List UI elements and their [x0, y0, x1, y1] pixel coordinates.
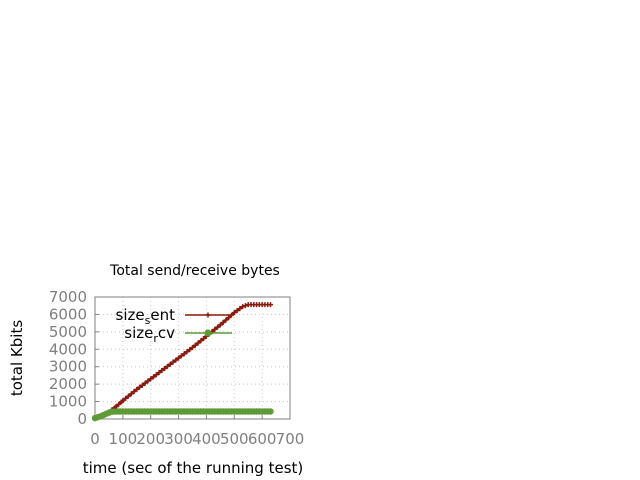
x-tick-label: 600	[248, 430, 277, 448]
data-point	[242, 303, 248, 309]
legend-label: sizesent	[116, 306, 176, 327]
x-tick-label: 300	[164, 430, 193, 448]
y-tick-label: 7000	[49, 288, 87, 306]
y-tick-label: 3000	[49, 358, 87, 376]
data-point	[173, 357, 179, 363]
data-point	[176, 355, 182, 361]
plot-frame	[94, 296, 291, 420]
data-point	[181, 351, 187, 357]
legend-item-size_rcv: sizercv	[124, 324, 232, 345]
data-point	[123, 395, 129, 401]
data-point	[139, 382, 145, 388]
data-point	[162, 365, 168, 371]
legend-label: sizercv	[124, 324, 175, 345]
chart-title: Total send/receive bytes	[109, 263, 280, 279]
x-axis-ticks: 0 100 200 300 400 500 600 700	[90, 415, 304, 448]
data-point	[184, 349, 190, 355]
data-point	[223, 317, 229, 323]
data-point	[212, 326, 218, 332]
data-point	[125, 393, 131, 399]
data-point	[231, 310, 237, 316]
grid-lines	[95, 297, 290, 419]
series-layer	[91, 302, 274, 422]
data-point	[145, 378, 151, 384]
data-point	[142, 380, 148, 386]
data-point	[195, 340, 201, 346]
data-point	[128, 391, 134, 397]
data-point	[198, 338, 204, 344]
y-tick-label: 2000	[49, 375, 87, 393]
data-point	[153, 372, 159, 378]
data-point	[137, 384, 143, 390]
data-point	[131, 389, 137, 395]
data-point	[164, 363, 170, 369]
legend-item-size_sent: sizesent	[116, 306, 232, 327]
data-point	[187, 347, 193, 353]
data-point	[268, 302, 273, 308]
x-tick-label: 500	[220, 430, 249, 448]
data-point	[170, 359, 176, 365]
data-point	[192, 342, 198, 348]
data-point	[167, 361, 173, 367]
y-tick-label: 6000	[49, 305, 87, 323]
x-tick-label: 100	[109, 430, 138, 448]
data-point	[267, 408, 274, 415]
y-axis-label: total Kbits	[8, 320, 26, 396]
data-point	[156, 370, 162, 376]
data-point	[120, 398, 126, 404]
legend-marker	[204, 329, 212, 337]
x-tick-label: 200	[136, 430, 165, 448]
y-tick-label: 5000	[49, 323, 87, 341]
data-point	[134, 386, 140, 392]
data-point	[217, 322, 223, 328]
data-point	[148, 376, 154, 382]
data-point	[240, 304, 246, 310]
legend-marker	[205, 312, 211, 318]
x-tick-label: 0	[90, 430, 100, 448]
data-point	[226, 315, 232, 321]
y-tick-label: 0	[77, 410, 87, 428]
data-point	[220, 319, 226, 325]
data-point	[201, 335, 207, 341]
data-point	[113, 404, 119, 410]
data-point	[178, 353, 184, 359]
x-tick-label: 700	[276, 430, 305, 448]
data-point	[159, 368, 165, 374]
data-point	[151, 374, 156, 380]
series-size_rcv	[91, 408, 274, 422]
data-point	[237, 306, 243, 312]
data-point	[190, 345, 195, 351]
y-tick-label: 4000	[49, 340, 87, 358]
y-tick-label: 1000	[49, 393, 87, 411]
data-point	[234, 308, 240, 314]
data-point	[215, 324, 221, 330]
data-point	[116, 401, 122, 407]
x-tick-label: 400	[192, 430, 221, 448]
x-axis-label: time (sec of the running test)	[83, 459, 304, 477]
